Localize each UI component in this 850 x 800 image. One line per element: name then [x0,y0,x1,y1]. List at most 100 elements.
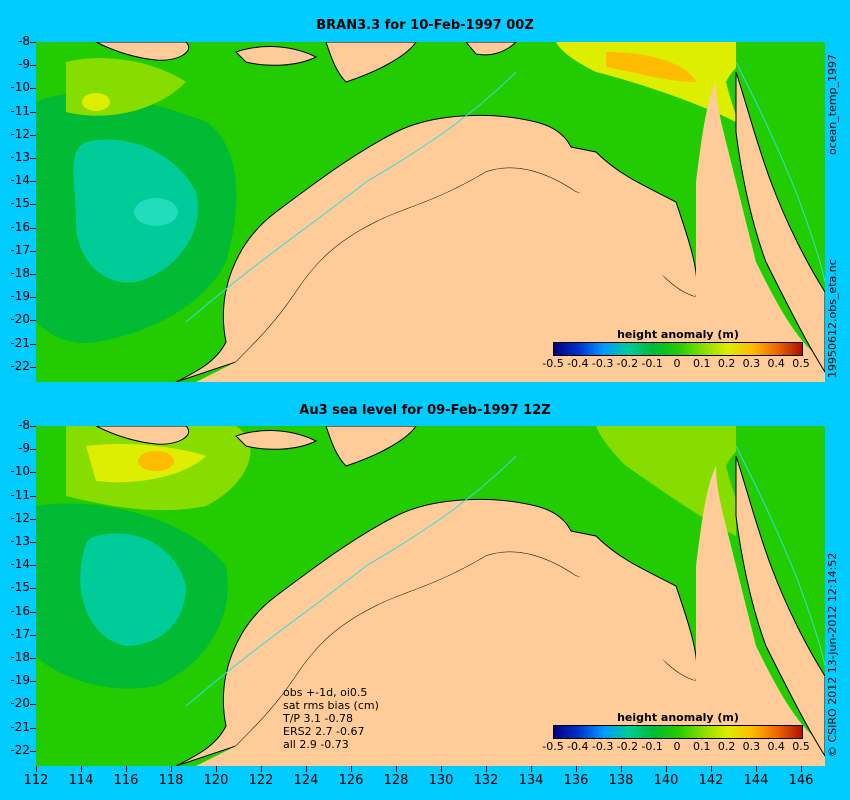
x-tick-label: 116 [113,773,139,788]
x-tick-label: 142 [698,773,724,788]
x-tick-label: 114 [68,773,94,788]
y-tick-mark [30,750,36,752]
y-tick-label: -21 [10,719,30,734]
x-tick-label: 138 [608,773,634,788]
colorbar-tick-label: -0.1 [641,740,663,753]
colorbar-tick-label: 0 [673,740,681,753]
island-timor [235,430,318,450]
y-tick-label: -13 [10,150,30,165]
y-tick-mark [30,250,36,252]
x-tick-label: 136 [563,773,589,788]
gulf-positive-anomaly [596,426,736,536]
stats-line: obs +-1d, oi0.5 [283,686,368,699]
y-tick-mark [30,518,36,520]
stats-line: all 2.9 -0.73 [283,738,349,751]
colorbar-tick-label: 0 [673,357,681,370]
y-tick-label: -13 [10,534,30,549]
y-tick-mark [30,542,36,544]
colorbar-tick-label: 0.1 [693,357,711,370]
y-tick-mark [30,565,36,567]
y-tick-label: -8 [18,34,30,48]
colorbar-tick-label: -0.4 [567,740,589,753]
colorbar-tick-label: -0.5 [542,357,564,370]
y-tick-mark [30,634,36,636]
y-tick-mark [30,588,36,590]
y-tick-label: -15 [10,580,30,595]
cape-york-land [556,586,696,681]
x-tick-mark [171,766,172,772]
y-tick-label: -12 [10,126,30,141]
positive-anomaly-spot [82,93,110,111]
island-timor-west [95,426,189,445]
x-tick-label: 120 [203,773,229,788]
x-tick-mark [306,766,307,772]
top-map-panel [36,42,825,382]
y-tick-label: -22 [10,358,30,373]
y-tick-mark [30,204,36,206]
y-tick-mark [30,274,36,276]
x-tick-label: 126 [338,773,364,788]
y-tick-mark [30,134,36,136]
side-label-file-top: ocean_temp_1997 [826,53,839,155]
y-tick-mark [30,366,36,368]
y-tick-label: -18 [10,650,30,665]
x-tick-mark [756,766,757,772]
top-panel-title: BRAN3.3 for 10-Feb-1997 00Z [316,18,534,33]
island-timor-east [325,426,417,467]
gulf-positive-anomaly [556,42,736,122]
x-tick-mark [666,766,667,772]
isobath-line [185,455,517,707]
colorbar-label: height anomaly (m) [617,328,739,341]
colorbar-tick-label: 0.2 [717,740,736,753]
y-tick-label: -18 [10,266,30,281]
x-tick-label: 146 [788,773,814,788]
colorbar-tick-label: 0.4 [767,740,785,753]
eddy-core [134,198,178,226]
colorbar-tick-label: -0.3 [591,740,614,753]
gulf-peninsula-land [566,576,676,656]
x-tick-mark [486,766,487,772]
x-tick-mark [36,766,37,772]
colorbar-tick-label: 0.4 [767,357,785,370]
x-tick-mark [441,766,442,772]
isobath-line-east [735,445,825,667]
stats-line: sat rms bias (cm) [283,699,379,712]
x-tick-label: 128 [383,773,409,788]
y-tick-mark [30,727,36,729]
queensland-coast-land [735,455,825,757]
bottom-map-panel [36,426,825,766]
y-tick-label: -10 [10,464,30,479]
queensland-coast-land [735,71,825,373]
x-tick-mark [801,766,802,772]
y-tick-mark [30,704,36,706]
colorbar-tick-label: 0.5 [792,740,810,753]
island-timor-west [95,42,189,61]
stats-line: T/P 3.1 -0.78 [283,712,354,725]
y-tick-label: -22 [10,742,30,757]
colorbar-gradient [553,342,803,356]
colorbar-tick-label: -0.5 [542,740,564,753]
x-tick-label: 130 [428,773,454,788]
isobath-line-east [735,61,825,283]
y-tick-label: -9 [18,441,30,456]
x-tick-mark [396,766,397,772]
x-tick-label: 134 [518,773,544,788]
y-tick-mark [30,449,36,451]
colorbar-tick-label: 0.1 [693,740,711,753]
y-tick-mark [30,681,36,683]
colorbar-tick-label: 0.3 [742,357,761,370]
colorbar-tick-label: -0.2 [616,740,639,753]
y-tick-mark [30,65,36,67]
y-tick-label: -10 [10,80,30,95]
y-tick-mark [30,181,36,183]
x-tick-label: 132 [473,773,499,788]
island-timor [235,46,318,66]
y-tick-label: -17 [10,626,30,641]
colorbar-label: height anomaly (m) [617,711,739,724]
x-tick-mark [126,766,127,772]
bottom-map-svg [36,426,825,766]
isobath-line [185,71,517,323]
bottom-panel-title: Au3 sea level for 09-Feb-1997 12Z [299,403,551,418]
x-tick-label: 118 [158,773,184,788]
y-tick-label: -11 [10,103,30,118]
